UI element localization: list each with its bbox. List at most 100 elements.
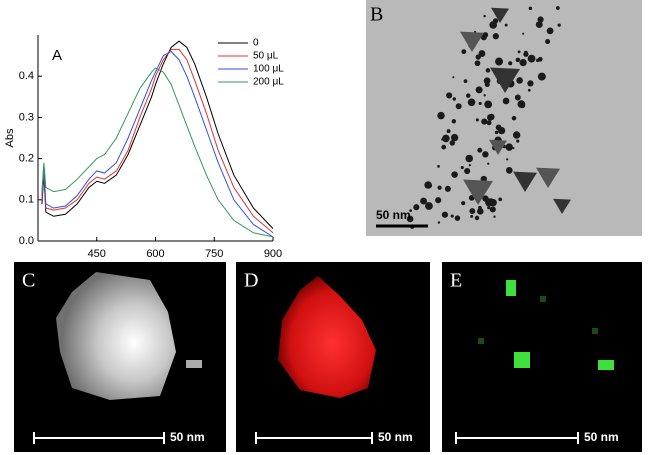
- panel-label: E: [450, 270, 462, 292]
- particle: [446, 92, 453, 99]
- x-tick-label: 600: [146, 248, 164, 260]
- panel-label: B: [370, 4, 383, 26]
- scale-bar-label: 50 nm: [584, 430, 619, 444]
- particle: [514, 94, 521, 101]
- particle: [478, 50, 486, 57]
- y-tick-label: 0.4: [19, 70, 34, 82]
- particle: [488, 113, 495, 121]
- element-spot: [592, 328, 598, 334]
- particle: [519, 102, 526, 109]
- particle: [442, 134, 450, 143]
- particle: [477, 147, 483, 153]
- eds-map: [442, 262, 642, 452]
- particle: [482, 151, 489, 158]
- particle: [537, 72, 546, 81]
- particle: [446, 129, 451, 134]
- particle: [475, 118, 479, 122]
- line-series: [41, 48, 274, 234]
- tem-image: [366, 0, 642, 236]
- particle: [519, 58, 527, 67]
- particle: [437, 221, 441, 224]
- particle: [506, 158, 509, 161]
- particle: [441, 144, 447, 150]
- particle: [424, 181, 432, 189]
- particle: [449, 140, 456, 146]
- particle: [553, 198, 571, 214]
- particle: [437, 111, 445, 120]
- particle: [469, 208, 476, 215]
- element-spot: [540, 296, 546, 302]
- panel-label: C: [22, 270, 35, 292]
- particle: [482, 195, 489, 202]
- scale-bar-label: 50 nm: [378, 430, 413, 444]
- particle: [450, 133, 459, 142]
- particle: [483, 14, 486, 18]
- particle: [527, 88, 531, 92]
- particle: [460, 31, 484, 52]
- particle: [492, 33, 499, 40]
- particle: [497, 126, 506, 135]
- particle: [487, 206, 491, 210]
- particle: [474, 215, 480, 221]
- particle: [441, 138, 444, 141]
- particle: [437, 185, 442, 190]
- particle: [508, 61, 513, 66]
- particle: [406, 215, 414, 223]
- particle: [489, 139, 507, 155]
- particle: [483, 77, 491, 85]
- particle: [522, 32, 525, 35]
- particle: [470, 214, 474, 218]
- particle: [490, 67, 520, 93]
- particle: [527, 54, 536, 63]
- particle: [536, 58, 540, 63]
- particle: [505, 167, 513, 174]
- particle: [451, 171, 458, 178]
- scale-bar: [33, 432, 165, 444]
- particle: [476, 208, 484, 215]
- particle: [451, 119, 457, 124]
- line-series: [41, 50, 274, 238]
- particle: [454, 215, 461, 221]
- particle: [484, 82, 490, 88]
- element-spot: [514, 352, 530, 368]
- particle: [464, 167, 471, 175]
- particle: [460, 165, 464, 170]
- x-tick-label: 450: [88, 248, 106, 260]
- particle: [557, 23, 561, 27]
- particle: [555, 6, 560, 10]
- particle: [441, 211, 449, 218]
- line-series: [41, 40, 274, 229]
- y-tick-label: 0.3: [19, 111, 34, 123]
- y-axis-label: Abs: [4, 128, 16, 147]
- particle: [474, 30, 477, 33]
- particle: [493, 215, 496, 218]
- particle: [483, 94, 486, 97]
- particle: [413, 204, 420, 211]
- particle: [486, 120, 492, 126]
- particle: [452, 97, 456, 101]
- particle: [489, 206, 496, 213]
- legend-label: 100 μL: [253, 64, 284, 75]
- particle: [56, 272, 176, 400]
- particle: [461, 49, 467, 55]
- particle: [475, 86, 483, 94]
- chart-title: A: [52, 47, 62, 64]
- y-tick-label: 0.0: [19, 235, 34, 247]
- particle: [516, 77, 523, 84]
- legend-label: 0: [253, 38, 259, 49]
- particle: [491, 7, 509, 23]
- particle: [478, 101, 482, 106]
- particle: [463, 179, 493, 205]
- element-spot: [478, 338, 484, 344]
- particle: [444, 185, 451, 192]
- y-tick-label: 0.2: [19, 153, 34, 165]
- legend-label: 200 μL: [253, 77, 284, 88]
- particle: [536, 167, 560, 188]
- particles: [406, 6, 571, 229]
- element-map: [278, 276, 376, 398]
- particle: [422, 199, 426, 203]
- y-tick-label: 0.1: [19, 194, 34, 206]
- x-tick-label: 750: [205, 248, 223, 260]
- particle: [467, 98, 476, 107]
